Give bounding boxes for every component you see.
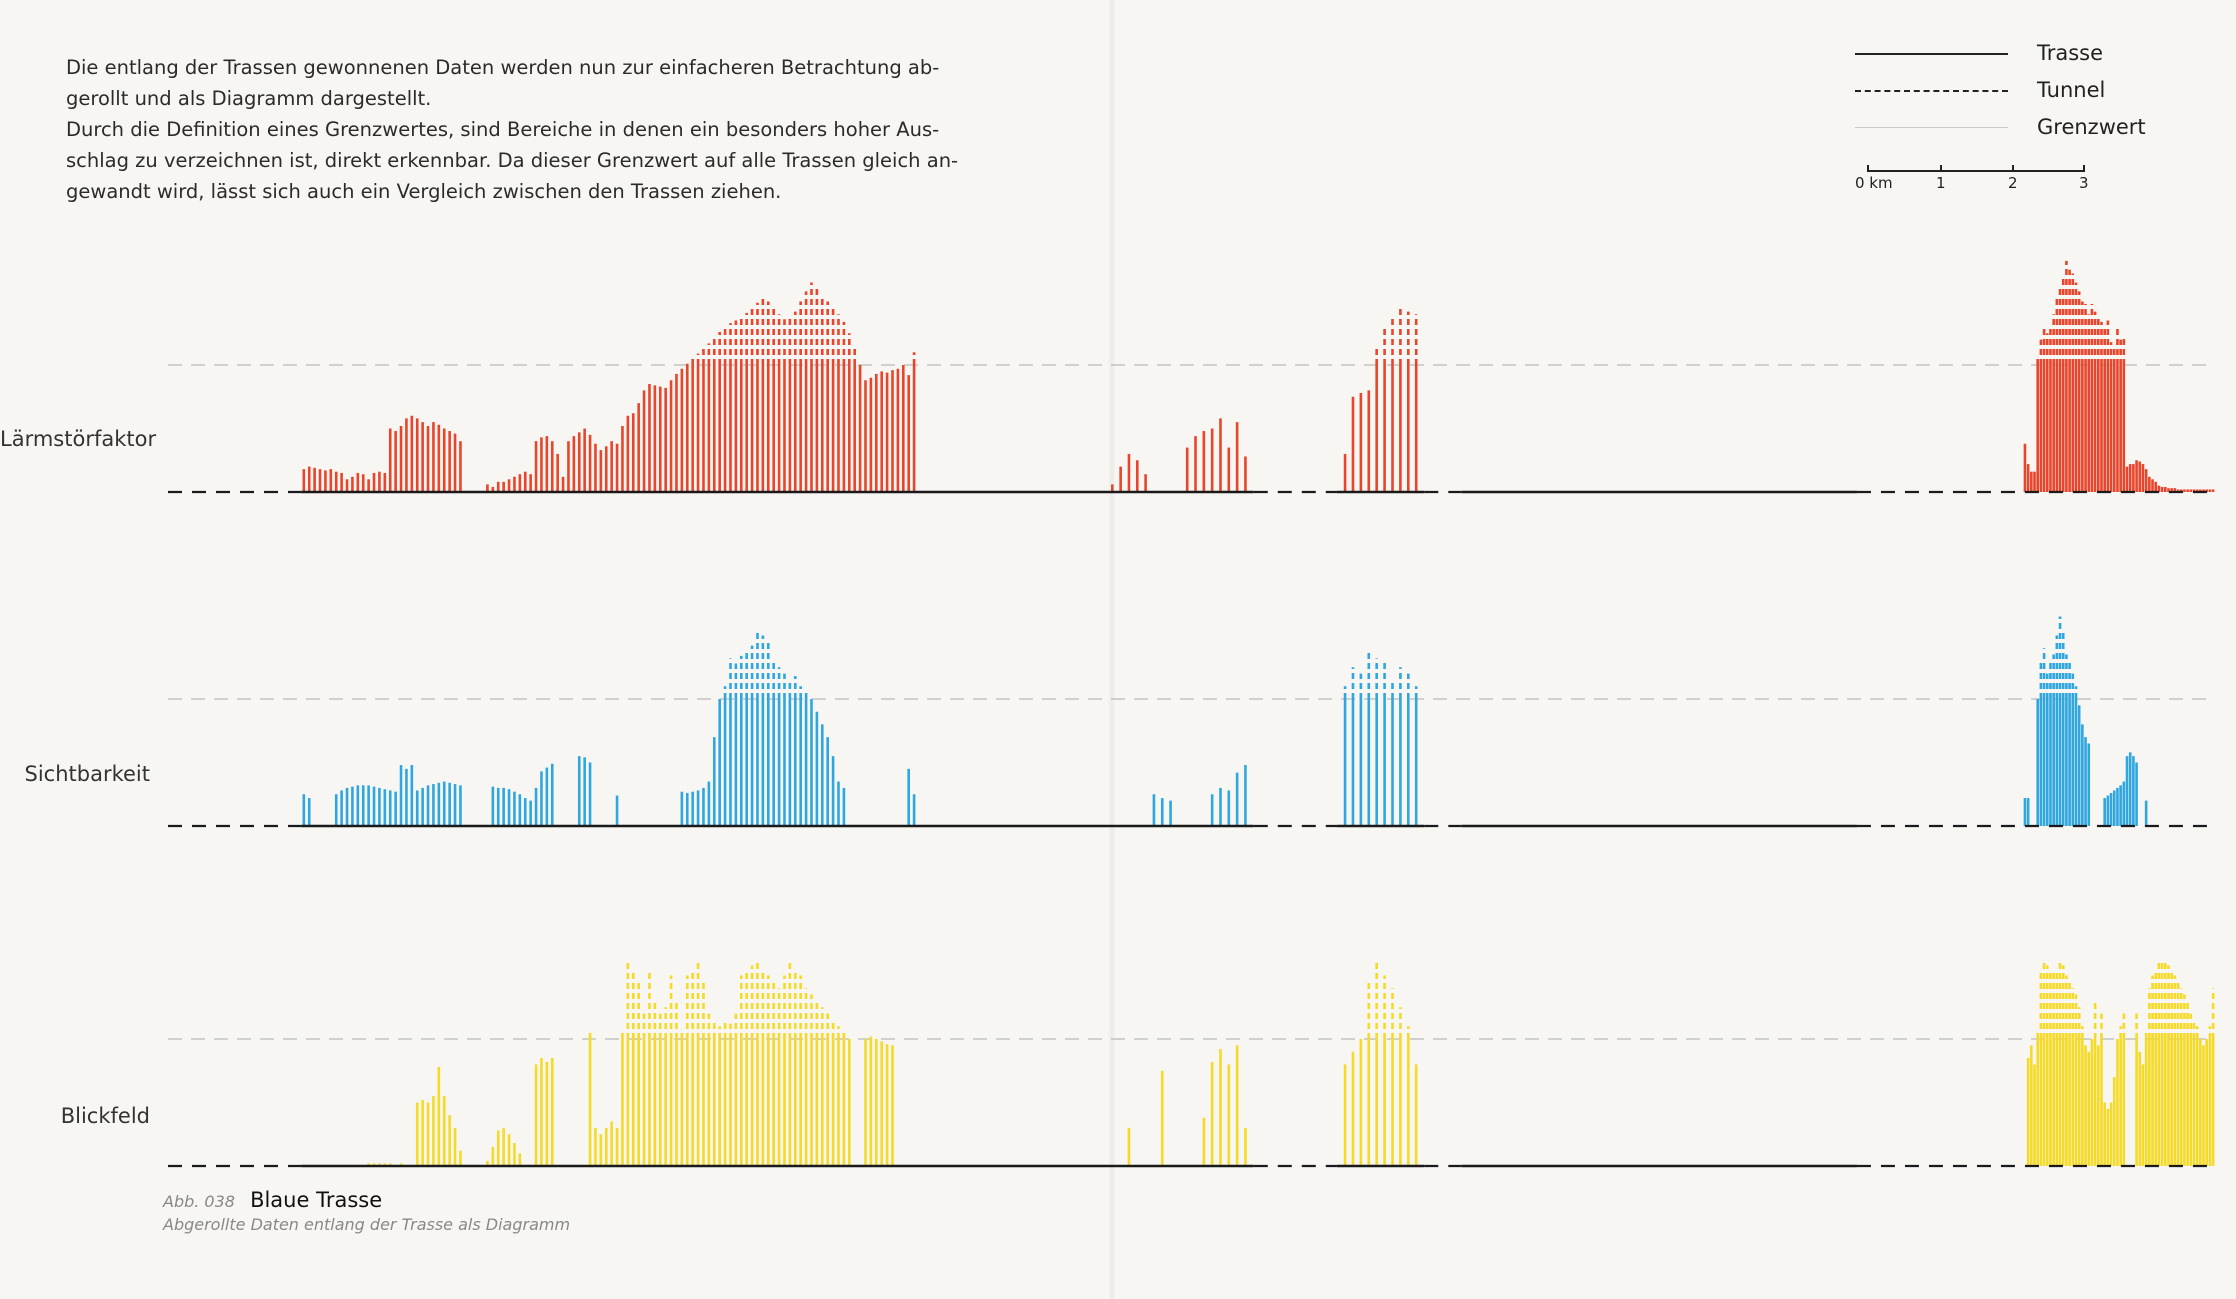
legend-item-grenzwert: Grenzwert bbox=[1855, 112, 2195, 142]
scale-tick bbox=[2083, 165, 2085, 172]
scale-tick bbox=[1867, 165, 1869, 172]
scale-label: 2 bbox=[2008, 174, 2018, 192]
legend-item-trasse: Trasse bbox=[1855, 38, 2195, 68]
row-label-laerm: Lärmstörfaktor bbox=[0, 427, 157, 451]
legend-solid-line bbox=[1855, 53, 2008, 55]
scale-tick bbox=[2012, 165, 2014, 172]
intro-line: Die entlang der Trassen gewonnenen Daten… bbox=[66, 56, 940, 79]
legend-item-tunnel: Tunnel bbox=[1855, 75, 2195, 105]
legend-dashed-line bbox=[1855, 90, 2008, 92]
row-label-sicht: Sichtbarkeit bbox=[24, 762, 151, 786]
intro-line: schlag zu verzeichnen ist, direkt erkenn… bbox=[66, 149, 959, 172]
scale-bar: 0 km 1 2 3 bbox=[1855, 165, 2089, 200]
scale-label: 0 km bbox=[1855, 174, 1893, 192]
legend: Trasse Tunnel Grenzwert 0 km 1 2 3 bbox=[1855, 38, 2195, 198]
legend-thin-line bbox=[1855, 127, 2008, 128]
caption-title: Blaue Trasse bbox=[250, 1188, 383, 1212]
legend-label: Trasse bbox=[2037, 41, 2104, 65]
scale-line bbox=[1867, 170, 2085, 172]
book-fold bbox=[1108, 0, 1116, 1299]
scale-tick bbox=[1940, 165, 1942, 172]
scale-label: 1 bbox=[1936, 174, 1946, 192]
row-label-blick: Blickfeld bbox=[60, 1104, 150, 1128]
intro-line: gerollt und als Diagramm dargestellt. bbox=[66, 87, 432, 110]
figure-caption: Abb. 038 Blaue Trasse Abgerollte Daten e… bbox=[163, 1188, 570, 1234]
intro-text: Die entlang der Trassen gewonnenen Daten… bbox=[66, 52, 966, 207]
caption-number: Abb. 038 bbox=[163, 1192, 235, 1211]
intro-line: gewandt wird, lässt sich auch ein Vergle… bbox=[66, 180, 782, 203]
scale-label: 3 bbox=[2079, 174, 2089, 192]
legend-label: Tunnel bbox=[2037, 78, 2106, 102]
intro-line: Durch die Definition eines Grenzwertes, … bbox=[66, 118, 940, 141]
caption-subtitle: Abgerollte Daten entlang der Trasse als … bbox=[163, 1215, 571, 1234]
legend-label: Grenzwert bbox=[2037, 115, 2146, 139]
